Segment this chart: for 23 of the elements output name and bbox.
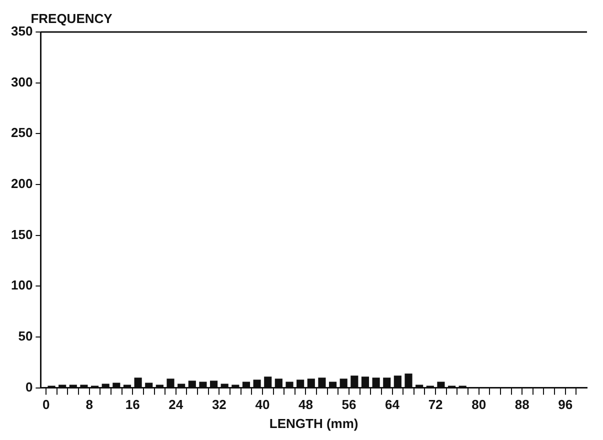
y-tick-label: 50 (18, 328, 33, 344)
x-tick-label: 16 (125, 397, 140, 412)
x-tick-label: 0 (42, 397, 50, 412)
x-tick-label: 80 (472, 397, 486, 412)
y-tick-label: 250 (10, 125, 33, 140)
x-tick-label: 8 (86, 397, 93, 412)
y-tick-label: 350 (10, 24, 33, 39)
x-tick-label: 40 (255, 397, 270, 412)
y-tick-label: 150 (10, 226, 33, 242)
x-tick-label: 96 (558, 397, 573, 412)
y-tick-label: 0 (25, 379, 33, 394)
x-axis-title: LENGTH (mm) (269, 416, 358, 431)
y-tick-label: 100 (10, 278, 33, 293)
x-tick-label: 48 (298, 397, 313, 412)
y-tick-label: 200 (10, 176, 33, 192)
x-tick-label: 24 (168, 397, 184, 412)
x-tick-label: 64 (385, 397, 400, 412)
x-tick-label: 72 (428, 397, 443, 412)
x-tick-label: 88 (514, 397, 530, 412)
x-tick-label: 32 (212, 397, 226, 412)
y-tick-label: 300 (10, 74, 33, 90)
x-tick-label: 56 (342, 397, 356, 412)
y-axis-title: FREQUENCY (30, 11, 113, 26)
